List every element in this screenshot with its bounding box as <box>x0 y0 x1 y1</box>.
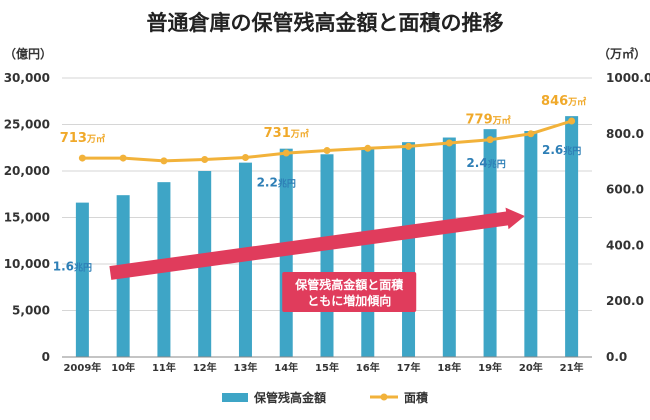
line-data-label: 713万㎡ <box>60 131 105 146</box>
line-label-unit: 万㎡ <box>567 96 586 108</box>
line-point <box>119 154 127 162</box>
callout-line-2: ともに増加傾向 <box>307 293 391 308</box>
left-tick-label: 30,000 <box>4 71 50 85</box>
line-point <box>78 154 86 162</box>
line-data-label: 846万㎡ <box>541 94 586 109</box>
left-tick-label: 5,000 <box>12 304 50 318</box>
left-tick-label: 25,000 <box>4 118 50 132</box>
bar <box>75 202 89 357</box>
bar <box>483 129 497 357</box>
line-point <box>405 142 413 150</box>
line-point <box>364 144 372 152</box>
callout-line-1: 保管残高金額と面積 <box>294 277 404 292</box>
x-tick-label: 20年 <box>519 361 543 374</box>
line-label-unit: 万㎡ <box>290 128 309 140</box>
x-tick-label: 16年 <box>356 361 380 374</box>
bar <box>442 137 456 357</box>
right-tick-label: 0.0 <box>606 350 627 364</box>
bar-label-value: 1.6 <box>53 260 74 274</box>
bar <box>361 147 375 357</box>
left-axis-ticks: 0 5,000 10,000 15,000 20,000 25,000 30,000 <box>4 71 50 364</box>
left-tick-label: 0 <box>42 350 50 364</box>
bar <box>320 154 334 357</box>
x-tick-label: 12年 <box>193 361 217 374</box>
trend-arrow-shape <box>109 207 525 280</box>
bar-data-label: 1.6兆円 <box>53 260 92 274</box>
left-tick-label: 15,000 <box>4 211 50 225</box>
x-tick-label: 18年 <box>437 361 461 374</box>
right-tick-label: 800.0 <box>606 127 644 141</box>
bar-label-value: 2.2 <box>257 176 278 190</box>
right-axis-unit: （万㎡） <box>598 46 646 61</box>
legend-line-marker <box>380 393 388 401</box>
x-axis-ticks: 2009年 10年 11年 12年 13年 14年 15年 16年 17年 18年 19年 20年 21… <box>62 356 592 374</box>
right-axis-ticks: 0.0 200.0 400.0 600.0 800.0 1000.0 <box>606 71 650 364</box>
annotation-callout: 保管残高金額と面積 ともに増加傾向 <box>282 272 417 312</box>
left-tick-label: 10,000 <box>4 257 50 271</box>
x-tick-label: 21年 <box>560 361 584 374</box>
right-tick-label: 200.0 <box>606 294 644 308</box>
legend-bar-label: 保管残高金額 <box>253 390 326 405</box>
right-tick-label: 400.0 <box>606 238 644 252</box>
line-point <box>201 155 209 163</box>
x-tick-label: 2009年 <box>63 361 101 374</box>
bar-data-label: 2.6兆円 <box>542 143 581 157</box>
x-tick-label: 19年 <box>478 361 502 374</box>
right-tick-label: 600.0 <box>606 183 644 197</box>
right-tick-label: 1000.0 <box>606 71 650 85</box>
bar <box>402 142 416 357</box>
line-point <box>160 157 168 165</box>
line-label-value: 846 <box>541 94 568 109</box>
legend-line-label: 面積 <box>404 390 429 405</box>
bar <box>524 131 538 357</box>
bar-label-unit: 兆円 <box>278 178 296 190</box>
line-label-value: 779 <box>465 113 492 128</box>
bar-label-value: 2.4 <box>466 156 487 170</box>
line-point <box>527 130 535 138</box>
line-series <box>78 117 576 165</box>
x-tick-label: 10年 <box>111 361 135 374</box>
bar-label-unit: 兆円 <box>488 158 506 170</box>
callout-box <box>282 272 417 312</box>
line-point <box>486 136 494 144</box>
line-label-value: 731 <box>264 126 291 141</box>
line-data-label: 779万㎡ <box>465 113 510 128</box>
bar-label-unit: 兆円 <box>563 145 581 157</box>
trend-arrow <box>109 207 525 280</box>
bar-label-unit: 兆円 <box>74 262 92 274</box>
line-point <box>241 154 249 162</box>
line-point <box>568 117 576 125</box>
bar-data-label: 2.4兆円 <box>466 156 505 170</box>
x-tick-label: 14年 <box>274 361 298 374</box>
left-tick-label: 20,000 <box>4 164 50 178</box>
line-point <box>323 147 331 155</box>
legend-bar-swatch <box>222 393 248 402</box>
bar-label-value: 2.6 <box>542 143 563 157</box>
line-label-unit: 万㎡ <box>86 133 105 145</box>
line-label-value: 713 <box>60 131 87 146</box>
x-tick-label: 15年 <box>315 361 339 374</box>
x-tick-label: 17年 <box>397 361 421 374</box>
bar <box>565 116 579 357</box>
line-point <box>282 149 290 157</box>
chart-title: 普通倉庫の保管残高金額と面積の推移 <box>147 11 504 35</box>
left-axis-unit: （億円） <box>4 46 52 61</box>
line-point <box>445 139 453 147</box>
line-label-unit: 万㎡ <box>492 115 511 127</box>
x-tick-label: 11年 <box>152 361 176 374</box>
x-tick-label: 13年 <box>234 361 258 374</box>
legend: 保管残高金額 面積 <box>222 390 429 405</box>
bar-data-label: 2.2兆円 <box>257 176 296 190</box>
line-data-label: 731万㎡ <box>264 126 309 141</box>
